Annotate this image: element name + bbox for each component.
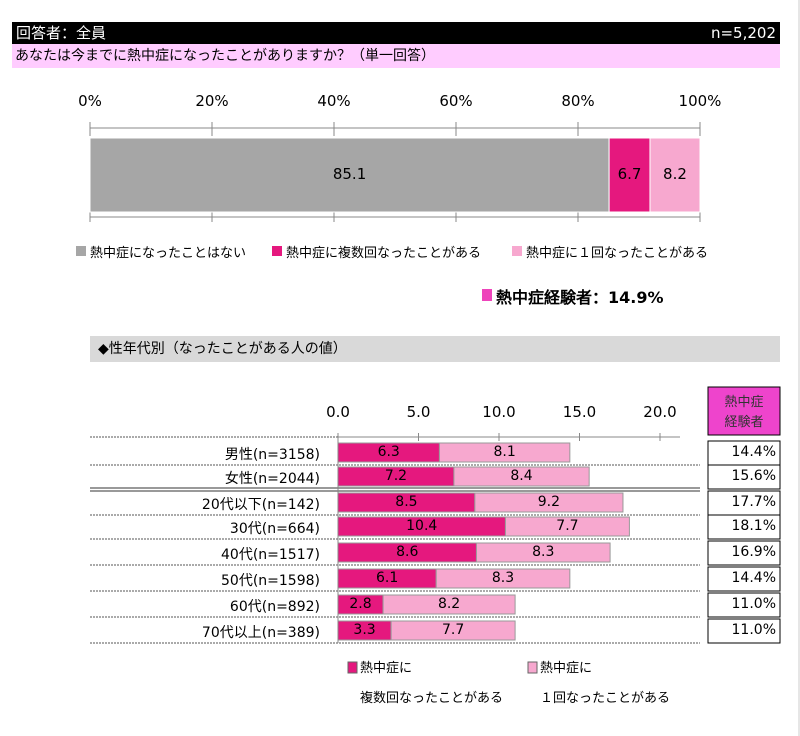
bar-segment: [504, 516, 630, 537]
total-header-bg: [707, 386, 781, 436]
row-label: 女性(n=2044): [224, 471, 320, 487]
total-cell: [707, 566, 781, 592]
legend-swatch: [512, 246, 522, 256]
data-label: 6.7: [617, 165, 642, 183]
total-cell: [707, 540, 781, 566]
tick-label: 40%: [317, 92, 351, 110]
row-label: 20代以下(n=142): [201, 497, 320, 513]
data-label: 10.4: [406, 518, 438, 534]
total-cell: [707, 592, 781, 618]
legend-swatch: [76, 246, 86, 256]
data-label: 8.5: [395, 494, 418, 510]
bar-segment: [453, 466, 590, 487]
data-label: 8.3: [491, 570, 515, 586]
data-label: 8.1: [493, 444, 516, 460]
tick-label: 80%: [561, 92, 595, 110]
total-header-line: 経験者: [724, 415, 764, 430]
data-label: 9.2: [537, 494, 561, 510]
tick-label: 0%: [78, 92, 102, 110]
legend-swatch: [347, 661, 358, 674]
total-value: 14.4%: [731, 444, 776, 460]
data-label: 85.1: [332, 165, 367, 183]
total-value: 18.1%: [731, 518, 776, 534]
legend-label: 熱中症に１回なったことがある: [526, 246, 709, 261]
data-label: 7.7: [441, 622, 465, 638]
bar-segment: [608, 137, 651, 213]
total-value: 14.4%: [731, 570, 776, 586]
data-label: 8.2: [437, 596, 461, 612]
tick-label: 20.0: [643, 403, 677, 421]
total-cell: [707, 618, 781, 644]
total-value: 11.0%: [731, 622, 776, 638]
tick-label: 60%: [439, 92, 473, 110]
tick-label: 10.0: [482, 403, 516, 421]
tick-label: 15.0: [562, 403, 597, 421]
tick-label: 20%: [195, 92, 229, 110]
bar-segment: [475, 542, 611, 563]
tick-label: 0.0: [326, 403, 350, 421]
section-title: ◆性年代別（なったことがある人の値）: [90, 336, 780, 362]
bar-segment: [390, 620, 516, 641]
bar-segment: [438, 442, 571, 463]
data-label: 6.3: [377, 444, 400, 460]
row-label: 男性(n=3158): [224, 447, 320, 463]
tick-label: 100%: [678, 92, 722, 110]
total-value: 15.6%: [731, 468, 776, 484]
respondents-label: 回答者：全員: [16, 24, 107, 42]
legend-label: 複数回なったことがある: [360, 691, 504, 706]
bar-segment: [382, 594, 516, 615]
total-value: 17.7%: [731, 494, 776, 510]
legend-label: 熱中症になったことはない: [90, 246, 247, 261]
experienced-summary: 熱中症経験者：14.9%: [496, 288, 664, 307]
data-label: 6.1: [375, 570, 399, 586]
data-label: 2.8: [349, 596, 372, 612]
data-label: 8.4: [510, 468, 533, 484]
total-value: 11.0%: [731, 596, 776, 612]
total-cell: [707, 464, 781, 490]
legend-swatch: [272, 246, 282, 256]
legend-label: １回なったことがある: [540, 691, 671, 706]
sample-size: n=5,202: [710, 24, 776, 42]
bar-segment: [649, 137, 701, 213]
legend-label: 熱中症に: [540, 661, 593, 676]
legend-label: 熱中症に複数回なったことがある: [286, 246, 482, 261]
total-cell: [707, 514, 781, 540]
respondent-header: 回答者：全員 n=5,202: [12, 22, 780, 44]
question-text: あなたは今までに熱中症になったことがありますか？（単一回答）: [12, 44, 780, 68]
data-label: 8.2: [663, 165, 687, 183]
data-label: 3.3: [353, 622, 376, 638]
row-label: 40代(n=1517): [221, 547, 320, 563]
row-label: 70代以上(n=389): [201, 625, 320, 641]
bar-segment: [474, 492, 624, 513]
data-label: 7.7: [556, 518, 579, 534]
bar-segment: [435, 568, 571, 589]
total-cell: [707, 440, 781, 466]
data-label: 8.3: [532, 544, 555, 560]
total-header-line: 熱中症: [724, 395, 764, 410]
tick-label: 5.0: [406, 403, 431, 421]
total-value: 16.9%: [731, 544, 776, 560]
data-label: 8.6: [396, 544, 419, 560]
total-cell: [707, 490, 781, 516]
legend-label: 熱中症に: [360, 661, 413, 676]
legend-swatch: [527, 661, 538, 674]
bar-segment: [89, 137, 610, 213]
summary-swatch: [482, 289, 492, 301]
row-label: 30代(n=664): [229, 521, 320, 537]
row-label: 50代(n=1598): [221, 573, 320, 589]
row-label: 60代(n=892): [229, 599, 320, 615]
data-label: 7.2: [384, 468, 408, 484]
